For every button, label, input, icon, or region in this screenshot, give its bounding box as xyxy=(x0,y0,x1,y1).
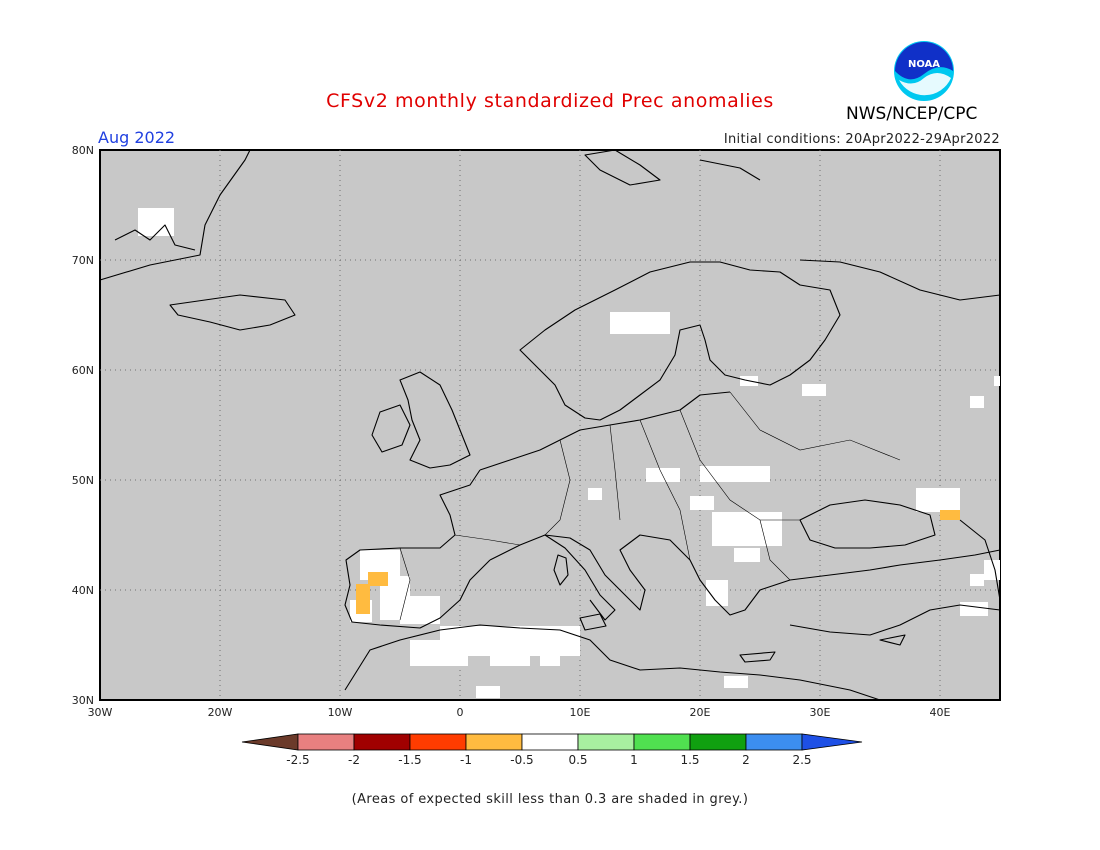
legend-swatch xyxy=(521,733,579,751)
below-normal-patches xyxy=(356,510,960,614)
legend-swatch xyxy=(353,733,411,751)
legend-swatch xyxy=(409,733,467,751)
skill-footnote: (Areas of expected skill less than 0.3 a… xyxy=(351,792,749,807)
legend-swatch xyxy=(297,733,355,751)
lat-label-80n: 80N xyxy=(72,144,94,157)
lon-label-10e: 10E xyxy=(570,706,591,719)
legend-swatch xyxy=(689,733,747,751)
gridlines xyxy=(100,150,1000,700)
lon-label-20w: 20W xyxy=(208,706,233,719)
legend-labels: -2.5 -2 -1.5 -1 -0.5 0.5 1 1.5 2 2.5 xyxy=(286,753,811,767)
legend-label: 1 xyxy=(630,753,638,767)
legend-label: 2 xyxy=(742,753,750,767)
lat-label-30n: 30N xyxy=(72,694,94,707)
legend-label: -2 xyxy=(348,753,360,767)
lon-labels: 30W 20W 10W 0 10E 20E 30E 40E xyxy=(88,706,951,719)
lon-label-30e: 30E xyxy=(810,706,831,719)
lon-label-40e: 40E xyxy=(930,706,951,719)
noaa-logo: NOAA xyxy=(894,41,954,101)
lat-label-40n: 40N xyxy=(72,584,94,597)
legend-label: -2.5 xyxy=(286,753,309,767)
forecast-period: Aug 2022 xyxy=(98,128,176,147)
color-legend: -2.5 -2 -1.5 -1 -0.5 0.5 1 1.5 2 2.5 xyxy=(241,733,863,767)
legend-label: -1 xyxy=(460,753,472,767)
lat-label-70n: 70N xyxy=(72,254,94,267)
legend-label: -1.5 xyxy=(398,753,421,767)
lon-label-20e: 20E xyxy=(690,706,711,719)
legend-swatch xyxy=(801,733,863,751)
lat-label-50n: 50N xyxy=(72,474,94,487)
legend-label: 1.5 xyxy=(680,753,699,767)
legend-label: 2.5 xyxy=(792,753,811,767)
lon-label-30w: 30W xyxy=(88,706,113,719)
country-borders xyxy=(399,391,901,621)
lat-labels: 80N 70N 60N 50N 40N 30N xyxy=(72,144,94,707)
coastlines xyxy=(99,149,1001,701)
logo-text: NOAA xyxy=(908,59,940,70)
precip-anomaly-map: 80N 70N 60N 50N 40N 30N 30W 20W 10W 0 10… xyxy=(72,144,1001,719)
lon-label-10w: 10W xyxy=(328,706,353,719)
legend-label: -0.5 xyxy=(510,753,533,767)
lon-label-0: 0 xyxy=(457,706,464,719)
legend-swatch xyxy=(577,733,635,751)
map-frame xyxy=(99,149,1001,701)
lat-label-60n: 60N xyxy=(72,364,94,377)
legend-swatch xyxy=(241,733,299,751)
legend-swatch xyxy=(633,733,691,751)
map-title: CFSv2 monthly standardized Prec anomalie… xyxy=(326,90,774,112)
legend-swatch xyxy=(465,733,523,751)
agency-label: NWS/NCEP/CPC xyxy=(846,104,978,124)
legend-swatch xyxy=(745,733,803,751)
legend-swatches xyxy=(241,733,863,751)
legend-label: 0.5 xyxy=(568,753,587,767)
initial-conditions: Initial conditions: 20Apr2022-29Apr2022 xyxy=(723,132,1000,147)
